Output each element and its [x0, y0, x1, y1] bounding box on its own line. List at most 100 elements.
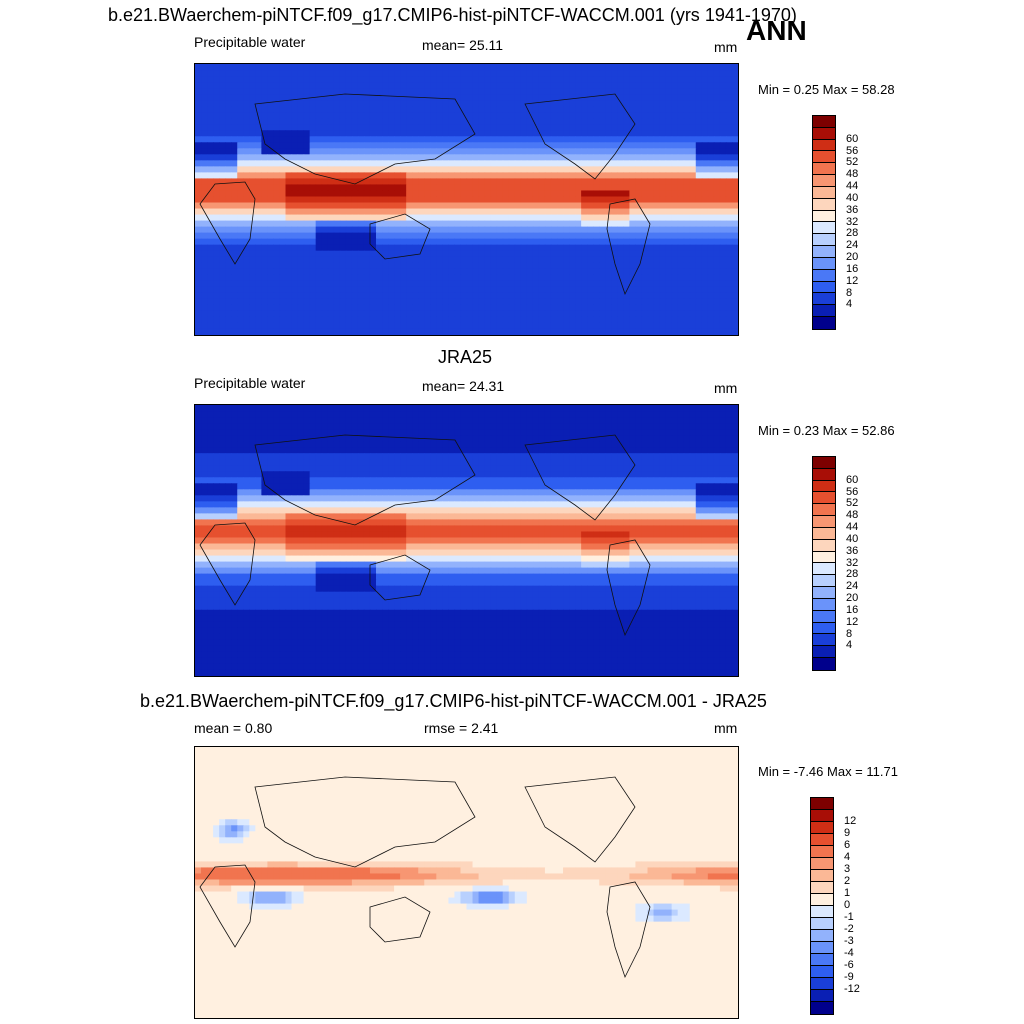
colorbar-tick-label: -4 — [844, 947, 854, 959]
colorbar-swatch — [811, 810, 833, 822]
panel-variable-label: Precipitable water — [194, 375, 306, 391]
colorbar-swatch — [813, 610, 835, 623]
coastline — [606, 198, 651, 296]
colorbar-swatch — [813, 587, 835, 599]
colorbar-tick-label: -3 — [844, 935, 854, 947]
coastline — [199, 864, 256, 948]
colorbar-swatch — [813, 575, 835, 588]
colorbar-swatch — [811, 894, 833, 906]
season-label: ANN — [746, 15, 807, 46]
colorbar-swatch — [811, 918, 833, 930]
colorbar-swatch — [811, 882, 833, 894]
colorbar-swatch — [811, 858, 833, 870]
map-field — [195, 747, 738, 1018]
colorbar-swatch — [811, 846, 833, 858]
map-field — [195, 64, 738, 335]
panel-mean-label: mean = 0.80 — [194, 720, 273, 736]
colorbar-swatch — [813, 198, 835, 211]
colorbar-tick-label: -2 — [844, 923, 854, 935]
colorbar-tick-label: 36 — [846, 544, 859, 557]
colorbar-swatch — [813, 539, 835, 552]
colorbar — [812, 115, 836, 330]
coastline — [606, 881, 651, 979]
coastline — [606, 539, 651, 637]
colorbar-tick-label: 12 — [846, 615, 859, 628]
colorbar-swatch — [813, 175, 835, 187]
case-title: b.e21.BWaerchem-piNTCF.f09_g17.CMIP6-his… — [108, 5, 797, 25]
coastline — [254, 434, 476, 526]
panel-units-label: mm — [714, 720, 738, 736]
colorbar-tick-label: -9 — [844, 971, 854, 983]
colorbar-swatch — [813, 504, 835, 517]
colorbar-swatch — [813, 457, 835, 469]
colorbar-swatch — [813, 246, 835, 258]
colorbar-tick-label: 4 — [844, 851, 851, 863]
colorbar-swatch — [813, 317, 835, 329]
panel-minmax-label: Min = 0.25 Max = 58.28 — [758, 82, 895, 97]
colorbar-tick-label: 16 — [846, 262, 859, 275]
colorbar-tick-label: 3 — [844, 863, 851, 875]
colorbar-tick-label: 40 — [846, 532, 859, 545]
panel-title: b.e21.BWaerchem-piNTCF.f09_g17.CMIP6-his… — [140, 691, 767, 711]
colorbar-tick-label: 12 — [846, 274, 859, 287]
colorbar-tick-label: 16 — [846, 603, 859, 616]
panel-mean-label: mean= 25.11 — [422, 37, 504, 53]
colorbar-tick-label: 36 — [846, 203, 859, 216]
colorbar-swatch — [811, 1002, 833, 1014]
colorbar-tick-label: 8 — [846, 286, 853, 299]
colorbar-tick-label: 44 — [846, 180, 859, 192]
colorbar-swatch — [813, 492, 835, 505]
colorbar-swatch — [813, 551, 835, 564]
colorbar-swatch — [811, 822, 833, 834]
panel-units-label: mm — [714, 380, 738, 396]
colorbar-swatch — [813, 658, 835, 670]
colorbar-swatch — [811, 870, 833, 882]
colorbar-swatch — [813, 516, 835, 528]
coastline — [254, 776, 476, 868]
map-field — [195, 405, 738, 676]
colorbar-swatch — [813, 116, 835, 128]
colorbar-swatch — [813, 480, 835, 493]
difference-map — [194, 746, 739, 1019]
colorbar-tick-label: 40 — [846, 191, 859, 204]
colorbar-swatch — [813, 163, 835, 176]
panel-minmax-label: Min = 0.23 Max = 52.86 — [758, 423, 895, 438]
colorbar-tick-label: 6 — [844, 839, 851, 851]
coastline — [524, 93, 636, 180]
coastline — [524, 434, 636, 521]
colorbar-tick-label: 9 — [844, 827, 851, 839]
colorbar-swatch — [813, 269, 835, 282]
coastline — [369, 896, 431, 943]
colorbar-swatch — [811, 906, 833, 918]
colorbar-tick-label: -12 — [844, 983, 860, 995]
colorbar — [812, 456, 836, 671]
colorbar-swatch — [811, 834, 833, 846]
colorbar-swatch — [811, 966, 833, 978]
colorbar-tick-label: 20 — [846, 251, 859, 263]
colorbar-tick-label: -1 — [844, 911, 854, 923]
colorbar-tick-label: 48 — [846, 168, 859, 181]
colorbar-swatch — [811, 978, 833, 990]
colorbar-swatch — [811, 798, 833, 810]
colorbar-tick-label: 60 — [846, 132, 859, 145]
colorbar-tick-label: 56 — [846, 485, 859, 498]
colorbar-tick-label: 32 — [846, 215, 859, 228]
colorbar-tick-label: 24 — [846, 580, 859, 593]
colorbar-swatch — [813, 222, 835, 235]
colorbar-tick-label: 4 — [846, 639, 853, 652]
panel-rmse-label: rmse = 2.41 — [424, 720, 499, 736]
colorbar-tick-label: 28 — [846, 568, 859, 581]
colorbar-tick-label: 12 — [844, 815, 857, 827]
precipitable-water-map — [194, 63, 739, 336]
colorbar-tick-label: 8 — [846, 627, 853, 640]
colorbar-tick-label: 60 — [846, 473, 859, 486]
colorbar-tick-label: 48 — [846, 509, 859, 522]
panel-variable-label: Precipitable water — [194, 34, 306, 50]
colorbar-swatch — [811, 930, 833, 942]
colorbar-swatch — [813, 634, 835, 647]
colorbar-tick-label: 28 — [846, 227, 859, 240]
colorbar-swatch — [813, 127, 835, 140]
colorbar-swatch — [813, 527, 835, 540]
colorbar-swatch — [813, 305, 835, 318]
colorbar-swatch — [813, 293, 835, 306]
